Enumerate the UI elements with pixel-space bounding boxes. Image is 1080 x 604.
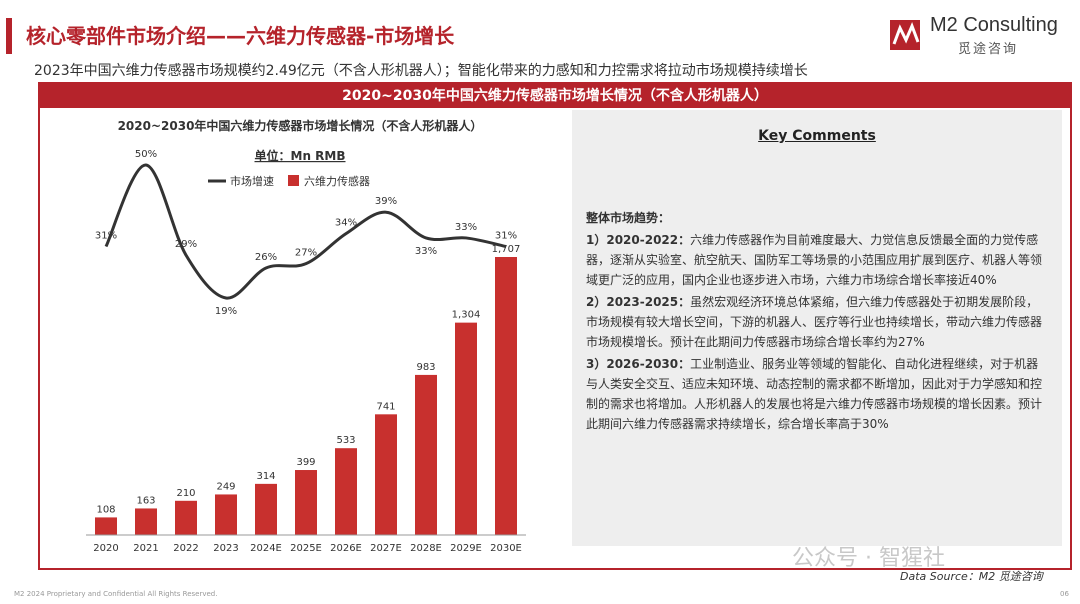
x-tick-2022: 2022	[173, 543, 198, 554]
comment-item-text: 虽然宏观经济环境总体紧缩，但六维力传感器处于初期发展阶段，市场规模有较大增长空间…	[586, 295, 1043, 349]
section-banner: 2020~2030年中国六维力传感器市场增长情况（不含人形机器人）	[40, 84, 1070, 108]
chart-legend: 市场增速 六维力传感器	[208, 174, 370, 188]
page-subtitle: 2023年中国六维力传感器市场规模约2.49亿元（不含人形机器人）；智能化带来的…	[34, 63, 808, 79]
company-logo: M2 Consulting 觅途咨询	[888, 14, 1068, 58]
bar-label-2024E: 314	[256, 471, 275, 482]
x-tick-2029E: 2029E	[450, 543, 482, 554]
growth-label-2029E: 33%	[455, 222, 477, 233]
legend-growth-label: 市场增速	[230, 174, 274, 188]
watermark: 公众号 · 智猩社	[792, 546, 945, 571]
comments-heading: 整体市场趋势：	[586, 211, 671, 225]
chart-unit: 单位：Mn RMB	[255, 148, 346, 163]
bar-label-2027E: 741	[376, 401, 395, 412]
bar-2023	[215, 494, 237, 535]
growth-label-2023: 19%	[215, 306, 237, 317]
legend-bar-swatch	[288, 175, 299, 186]
x-tick-2020: 2020	[93, 543, 118, 554]
bar-2027E	[375, 414, 397, 535]
growth-label-2025E: 27%	[295, 248, 317, 259]
logo-mark-icon	[890, 20, 920, 50]
x-tick-2030E: 2030E	[490, 543, 522, 554]
growth-label-2020: 31%	[95, 231, 117, 242]
bar-2020	[95, 517, 117, 535]
bar-label-2023: 249	[216, 481, 235, 492]
bar-label-2025E: 399	[296, 457, 315, 468]
market-growth-chart: 2020~2030年中国六维力传感器市场增长情况（不含人形机器人） 单位：Mn …	[86, 118, 526, 554]
bar-label-2026E: 533	[336, 435, 355, 446]
growth-label-2024E: 26%	[255, 252, 277, 263]
bar-2029E	[455, 322, 477, 535]
key-comments-body: 整体市场趋势： 1）2020-2022：六维力传感器作为目前难度最大、力觉信息反…	[586, 208, 1046, 434]
bar-label-2022: 210	[176, 488, 195, 499]
growth-label-2027E: 39%	[375, 196, 397, 207]
x-tick-2025E: 2025E	[290, 543, 322, 554]
bar-label-2020: 108	[96, 504, 115, 515]
chart-title: 2020~2030年中国六维力传感器市场增长情况（不含人形机器人）	[118, 118, 483, 133]
comment-item-text: 工业制造业、服务业等领域的智能化、自动化进程继续，对于机器与人类安全交互、适应未…	[586, 357, 1043, 431]
logo-name: M2 Consulting	[930, 14, 1058, 36]
page-number: 06	[1060, 590, 1069, 598]
legend-bar-label: 六维力传感器	[304, 175, 370, 188]
bar-label-2029E: 1,304	[452, 310, 481, 321]
comment-item: 1）2020-2022：六维力传感器作为目前难度最大、力觉信息反馈最全面的力觉传…	[586, 230, 1046, 290]
comment-item: 3）2026-2030：工业制造业、服务业等领域的智能化、自动化进程继续，对于机…	[586, 354, 1046, 434]
bar-2024E	[255, 483, 277, 535]
x-tick-2021: 2021	[133, 543, 158, 554]
growth-line	[104, 163, 507, 300]
bar-2028E	[415, 374, 437, 535]
growth-label-2028E: 33%	[415, 246, 437, 257]
logo-cn-name: 觅途咨询	[958, 42, 1019, 57]
key-comments-panel: Key Comments 整体市场趋势： 1）2020-2022：六维力传感器作…	[572, 110, 1062, 546]
data-source: Data Source：M2 觅途咨询	[900, 570, 1043, 583]
bar-label-2021: 163	[136, 495, 155, 506]
bar-2022	[175, 500, 197, 535]
comment-item-label: 1）2020-2022：	[586, 233, 691, 247]
growth-label-2021: 50%	[135, 149, 157, 160]
bar-2025E	[295, 470, 317, 535]
growth-label-2026E: 34%	[335, 218, 357, 229]
comment-item-label: 3）2026-2030：	[586, 357, 691, 371]
growth-label-2022: 29%	[175, 239, 197, 250]
bar-label-2030E: 1,707	[492, 244, 521, 255]
x-tick-2027E: 2027E	[370, 543, 402, 554]
x-tick-2024E: 2024E	[250, 543, 282, 554]
comment-item-label: 2）2023-2025：	[586, 295, 691, 309]
page-title: 核心零部件市场介绍——六维力传感器-市场增长	[26, 24, 455, 48]
bar-2026E	[335, 448, 357, 535]
comment-item-text: 六维力传感器作为目前难度最大、力觉信息反馈最全面的力觉传感器，逐渐从实验室、航空…	[586, 233, 1043, 287]
bar-label-2028E: 983	[416, 362, 435, 373]
bar-2021	[135, 508, 157, 535]
bar-2030E	[495, 257, 517, 535]
copyright-notice: M2 2024 Proprietary and Confidential All…	[14, 590, 218, 598]
key-comments-title: Key Comments	[758, 128, 876, 144]
comment-item: 2）2023-2025：虽然宏观经济环境总体紧缩，但六维力传感器处于初期发展阶段…	[586, 292, 1046, 352]
x-tick-2023: 2023	[213, 543, 238, 554]
x-tick-2028E: 2028E	[410, 543, 442, 554]
growth-label-2030E: 31%	[495, 231, 517, 242]
x-tick-2026E: 2026E	[330, 543, 362, 554]
title-accent-bar	[6, 18, 12, 54]
